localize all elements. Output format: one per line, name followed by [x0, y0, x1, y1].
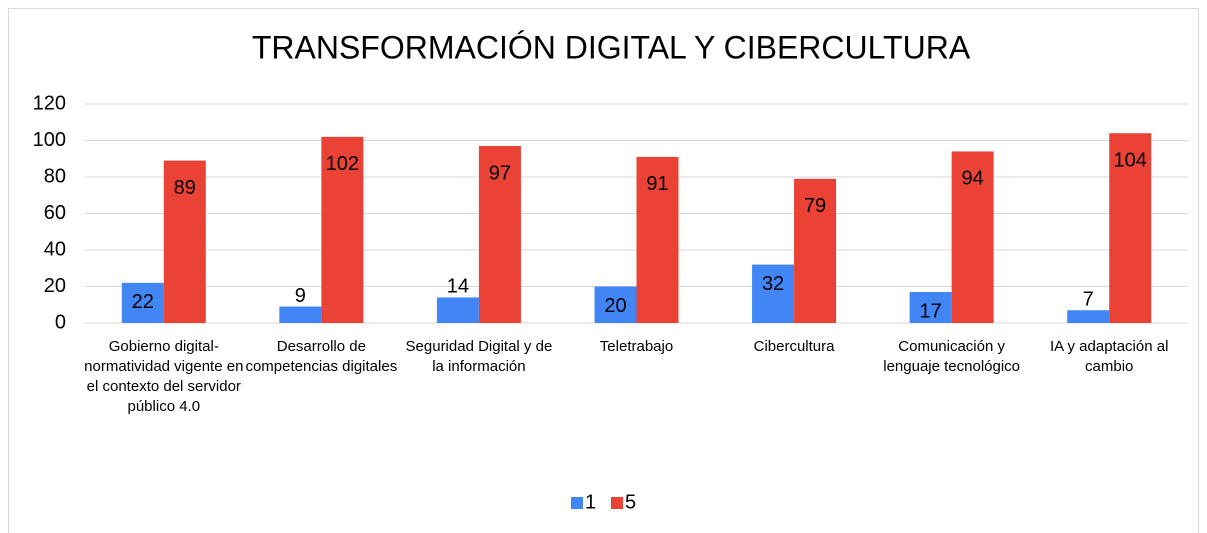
data-label: 7: [1083, 289, 1094, 311]
y-tick-label: 120: [33, 92, 66, 114]
bar: [1067, 310, 1110, 323]
y-tick-label: 0: [55, 311, 66, 333]
bar: [594, 286, 637, 323]
bar: [321, 136, 364, 323]
x-tick-label: Desarrollo de competencias digitales: [245, 338, 398, 375]
legend-swatch: [611, 497, 623, 509]
y-tick-label: 20: [44, 275, 66, 297]
data-label: 102: [326, 153, 359, 175]
data-label: 17: [920, 300, 942, 322]
bar: [909, 291, 952, 323]
data-label: 91: [646, 173, 668, 195]
chart-frame: [8, 8, 1199, 533]
bar: [478, 145, 521, 323]
y-tick-label: 60: [44, 202, 66, 224]
bar: [752, 264, 795, 323]
data-label: 32: [762, 273, 784, 295]
data-label: 79: [804, 195, 826, 217]
y-tick-label: 40: [44, 238, 66, 260]
y-tick-label: 80: [44, 165, 66, 187]
y-tick-label: 100: [33, 129, 66, 151]
data-label: 20: [604, 295, 626, 317]
bar: [163, 160, 206, 323]
data-label: 94: [962, 168, 984, 190]
x-tick-label: Cibercultura: [753, 338, 835, 355]
bar: [1109, 133, 1152, 323]
legend-label: 5: [625, 491, 636, 513]
bar: [436, 297, 479, 323]
x-tick-label: Teletrabajo: [599, 338, 674, 355]
x-tick-label: Seguridad Digital y de la información: [405, 338, 553, 375]
bar: [951, 151, 994, 323]
data-label: 89: [174, 177, 196, 199]
legend-label: 1: [585, 491, 596, 513]
bar: [121, 282, 164, 323]
legend-swatch: [571, 497, 583, 509]
x-tick-label: Comunicación y lenguaje tecnológico: [883, 338, 1021, 375]
bar: [636, 156, 679, 323]
x-tick-label: Gobierno digital-normatividad vigente en…: [84, 338, 244, 415]
data-label: 104: [1114, 149, 1147, 171]
x-tick-label: IA y adaptación al cambio: [1049, 338, 1169, 375]
bar: [279, 306, 322, 323]
data-label: 14: [447, 276, 469, 298]
chart-title: TRANSFORMACIÓN DIGITAL Y CIBERCULTURA: [252, 29, 971, 65]
data-label: 9: [295, 285, 306, 307]
data-label: 22: [132, 291, 154, 313]
data-label: 97: [489, 162, 511, 184]
bar: [794, 178, 837, 323]
